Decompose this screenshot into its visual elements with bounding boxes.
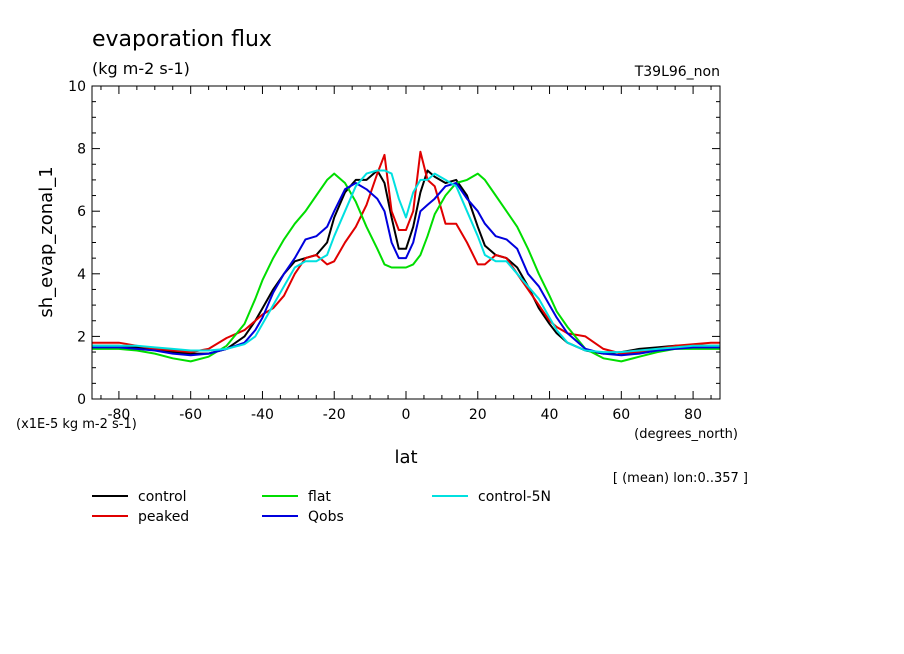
y-tick-label: 8 — [77, 142, 86, 158]
series-line-Qobs — [92, 182, 720, 357]
legend-label: control-5N — [478, 489, 551, 505]
series-line-flat — [92, 172, 720, 363]
x-axis-label: lat — [394, 447, 417, 468]
chart-units: (kg m-2 s-1) — [92, 59, 190, 78]
legend-label: control — [138, 489, 187, 505]
y-tick-label: 0 — [77, 392, 86, 408]
legend-label: peaked — [138, 509, 189, 525]
chart-title: evaporation flux — [92, 27, 272, 52]
legend-label: Qobs — [308, 509, 344, 525]
y-axis-label: sh_evap_zonal_1 — [36, 166, 57, 317]
run-label: T39L96_non — [634, 64, 720, 80]
series-line-peaked — [92, 150, 720, 355]
legend-label: flat — [308, 489, 331, 505]
x-tick-label: -20 — [323, 407, 346, 423]
y-tick-label: 6 — [77, 204, 86, 220]
x-tick-label: -40 — [251, 407, 274, 423]
y-tick-label: 10 — [68, 79, 86, 95]
x-tick-label: 20 — [469, 407, 487, 423]
x-axis-units: (degrees_north) — [634, 427, 738, 442]
series-layer — [92, 150, 720, 363]
plot-area: -80 -60 -40 -20 0 20 40 60 80 0 2 4 6 8 10 — [68, 79, 721, 423]
y-tick-label: 4 — [77, 267, 86, 283]
footnote: [ (mean) lon:0..357 ] — [613, 471, 748, 486]
y-scale-note: (x1E-5 kg m-2 s-1) — [16, 417, 137, 432]
x-tick-label: -80 — [107, 407, 130, 423]
x-tick-label: 80 — [684, 407, 702, 423]
x-tick-label: 40 — [541, 407, 559, 423]
x-tick-label: -60 — [179, 407, 202, 423]
ticks-layer: -80 -60 -40 -20 0 20 40 60 80 0 2 4 6 8 10 — [68, 79, 720, 423]
y-tick-label: 2 — [77, 329, 86, 345]
legend: control peaked flat Qobs control-5N — [92, 489, 551, 525]
series-line-control-5N — [92, 169, 720, 354]
series-line-control — [92, 169, 720, 355]
x-tick-label: 60 — [612, 407, 630, 423]
x-tick-label: 0 — [402, 407, 411, 423]
